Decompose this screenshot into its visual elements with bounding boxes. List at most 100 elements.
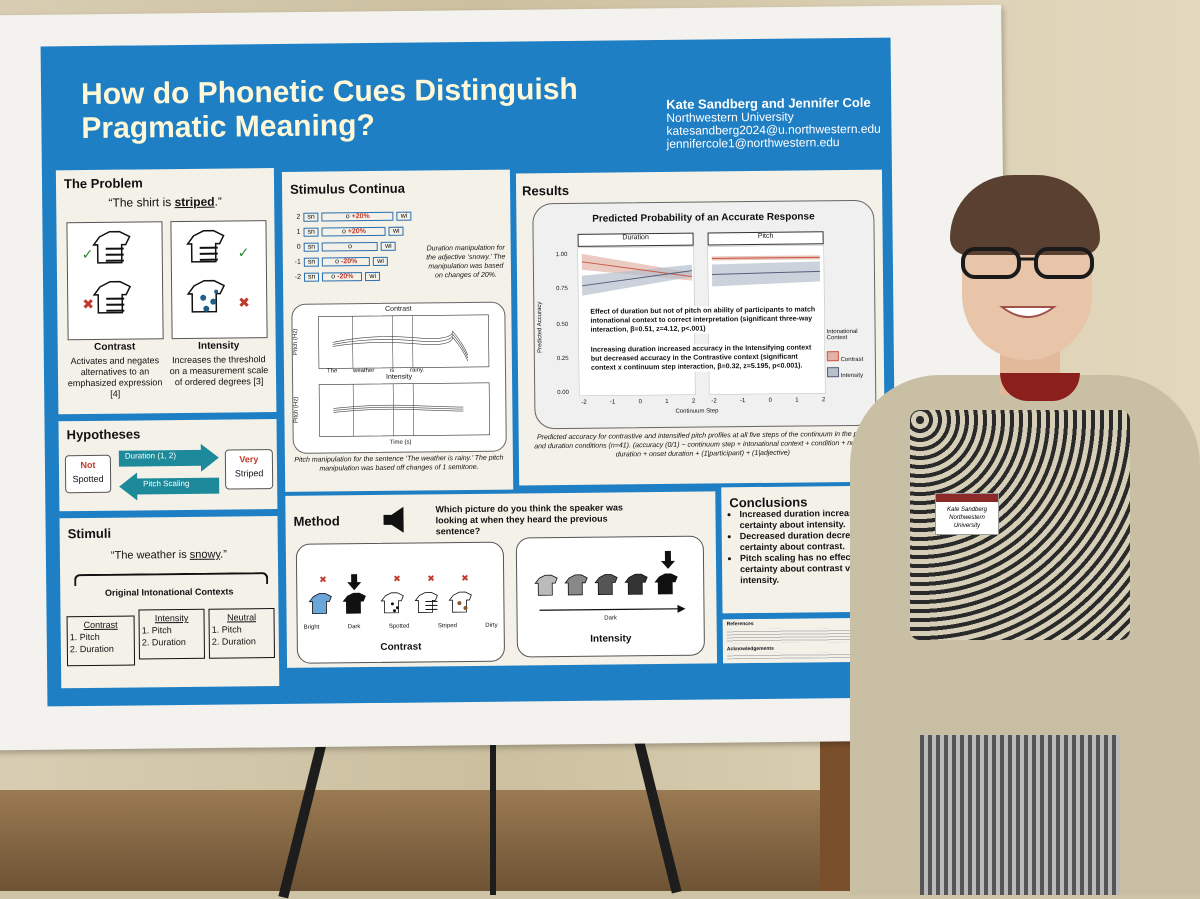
presenter-person: Kate Sandberg Northwestern University: [850, 175, 1200, 891]
badge-name: Kate Sandberg: [936, 506, 998, 514]
contexts-bracket: [74, 572, 268, 586]
shirt-label: Spotted: [389, 624, 410, 630]
speaker-icon: [381, 505, 411, 535]
stimuli-quote: “The weather is snowy.”: [60, 548, 278, 562]
duration-note: Duration manipulation for the adjective …: [425, 244, 507, 281]
seg-o-text: o: [342, 228, 346, 235]
seg-o: o +20%: [322, 227, 386, 237]
x-tick: 2: [692, 399, 695, 405]
x-axis-label: Continuum Step: [675, 408, 718, 414]
seg-o: o -20%: [322, 257, 370, 267]
context-name: Neutral: [211, 611, 271, 624]
shirt-label: Dirty: [485, 623, 497, 629]
stimuli-quote-prefix: “The weather is: [111, 549, 190, 562]
checked-pants: [920, 735, 1120, 895]
pct-label: +20%: [348, 228, 366, 235]
step-label: 2: [288, 214, 300, 221]
context-name: Contrast: [70, 619, 132, 632]
seg-o-text: o: [348, 243, 352, 250]
word: weather: [353, 368, 374, 374]
context-item: 1. Pitch: [70, 631, 132, 644]
x-tick: -1: [740, 398, 745, 404]
contexts-label: Original Intonational Contexts: [60, 586, 278, 598]
legend-swatch: [827, 367, 839, 377]
badge-org: Northwestern University: [936, 514, 998, 530]
pct-label: -20%: [341, 258, 357, 265]
svg-text:✖: ✖: [393, 574, 401, 584]
x-tick: -1: [610, 399, 615, 405]
method-question: Which picture do you think the speaker w…: [435, 502, 635, 537]
intensity-description: Increases the threshold on a measurement…: [168, 354, 270, 388]
pitch-tracks-box: Contrast Intensity Pitch (Hz) Pitch (Hz)…: [291, 302, 507, 454]
step-label: 0: [289, 244, 301, 251]
seg-o-text: o: [346, 213, 350, 220]
references-label: References: [727, 621, 754, 627]
svg-text:✖: ✖: [427, 573, 435, 583]
x-tick: 0: [769, 398, 772, 404]
quote-emph: striped: [174, 195, 214, 209]
context-name: Intensity: [141, 612, 201, 625]
time-axis-label: Time (s): [390, 440, 412, 446]
results-panel: Results Predicted Probability of an Accu…: [516, 170, 885, 486]
context-item: 1. Pitch: [142, 624, 202, 637]
word: rainy.: [410, 367, 424, 373]
x-tick: 1: [795, 398, 798, 404]
seg-sn: sn: [304, 258, 319, 267]
very-label: Very: [239, 454, 258, 464]
spotted-label: Spotted: [73, 474, 104, 484]
y-axis-label: Predicted Accuracy: [537, 302, 544, 353]
context-item: 2. Duration: [70, 643, 132, 656]
seg-wi: wi: [365, 272, 380, 281]
striped-shirts-icon: ✓ ✖: [67, 222, 162, 339]
svg-text:✖: ✖: [319, 575, 327, 585]
bullet-1: Effect of duration but not of pitch on a…: [590, 305, 818, 334]
stimuli-heading: Stimuli: [68, 526, 111, 541]
seg-wi: wi: [397, 212, 412, 221]
svg-text:✓: ✓: [238, 244, 250, 260]
legend-swatch: [827, 351, 839, 361]
seg-sn: sn: [303, 228, 318, 237]
y-tick: 0.25: [557, 356, 569, 362]
contrast-label: Contrast: [68, 341, 162, 353]
step-label: -2: [289, 274, 301, 281]
x-tick: 1: [665, 399, 668, 405]
glasses-icon: [960, 245, 1095, 281]
x-tick: 2: [822, 397, 825, 403]
context-item: 1. Pitch: [212, 623, 272, 636]
hypotheses-heading: Hypotheses: [67, 426, 141, 442]
poster-title: How do Phonetic Cues Distinguish Pragmat…: [81, 72, 642, 146]
seg-o: o +20%: [322, 212, 394, 222]
contrast-shirts-icon: ✖ ✖ ✖ ✖: [297, 543, 504, 625]
quote-suffix: .”: [214, 195, 221, 209]
striped-label: Striped: [235, 468, 264, 478]
not-label: Not: [80, 460, 95, 470]
quote-prefix: “The shirt is: [108, 195, 174, 210]
seg-sn: sn: [304, 243, 319, 252]
spotted-shirts-icon: ✓ ✖: [171, 221, 266, 338]
pct-label: -20%: [337, 273, 353, 280]
continua-heading: Stimulus Continua: [290, 181, 405, 197]
y-tick: 0.50: [556, 322, 568, 328]
seg-sn: sn: [304, 273, 319, 282]
seg-wi: wi: [381, 242, 396, 251]
bullet-2: Increasing duration increased accuracy i…: [591, 343, 819, 372]
email-2: jennifercole1@northwestern.edu: [667, 135, 840, 151]
svg-text:✖: ✖: [238, 294, 250, 310]
contrast-description: Activates and negates alternatives to an…: [66, 355, 164, 400]
poster-authors: Kate Sandberg and Jennifer Cole Northwes…: [666, 96, 881, 151]
shirt-label: Striped: [438, 623, 457, 629]
context-item: 2. Duration: [212, 635, 272, 648]
seg-wi: wi: [373, 257, 388, 266]
x-tick: 0: [639, 399, 642, 405]
problem-panel: The Problem “The shirt is striped.” ✓ ✖: [56, 168, 277, 414]
seg-wi: wi: [389, 227, 404, 236]
